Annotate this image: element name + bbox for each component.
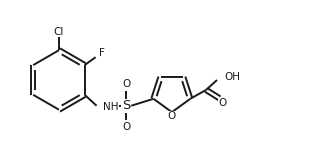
Text: NH: NH xyxy=(103,102,118,112)
Text: OH: OH xyxy=(224,72,241,81)
Text: O: O xyxy=(122,79,130,89)
Text: S: S xyxy=(122,99,130,112)
Text: O: O xyxy=(122,122,130,132)
Text: F: F xyxy=(99,48,104,58)
Text: O: O xyxy=(168,111,176,121)
Text: O: O xyxy=(218,98,227,108)
Text: Cl: Cl xyxy=(54,27,64,37)
